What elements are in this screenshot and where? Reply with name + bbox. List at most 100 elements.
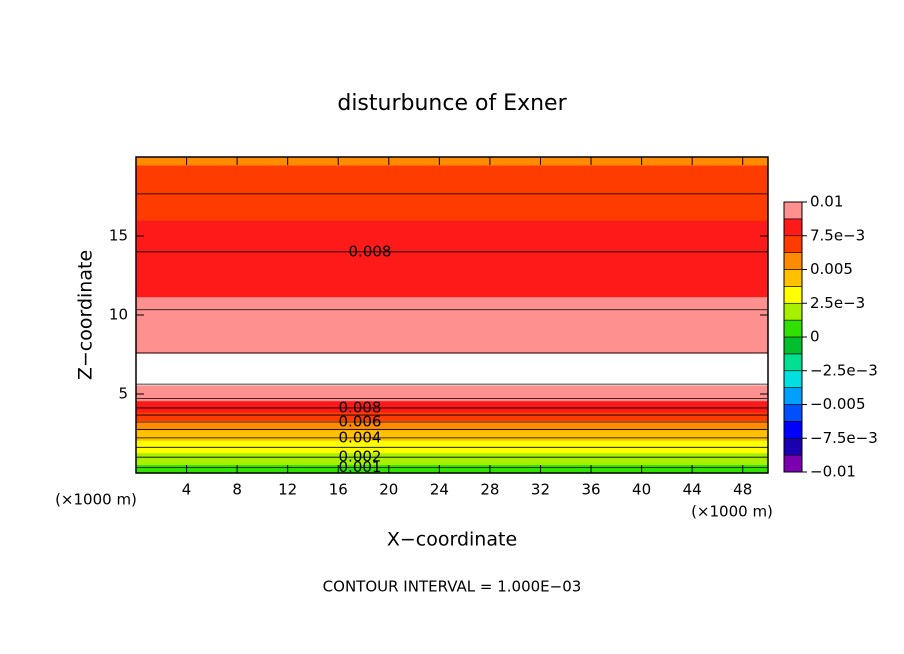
contour-fill <box>136 442 768 444</box>
contour-fill <box>136 301 768 304</box>
contour-fill <box>136 208 768 211</box>
contour-fill <box>136 253 768 256</box>
contour-label: 0.006 <box>339 413 382 431</box>
contour-fill <box>136 296 768 299</box>
contour-fill <box>136 224 768 227</box>
contour-fill <box>136 368 768 371</box>
contour-fill <box>136 447 768 449</box>
contour-fill <box>136 180 768 183</box>
contour-fill <box>136 197 768 200</box>
colorbar-tick-label: 0.005 <box>810 260 853 278</box>
contour-fill <box>136 204 768 207</box>
contour-fill <box>136 330 768 333</box>
contour-fill <box>136 245 768 248</box>
contour-fill <box>136 427 768 429</box>
contour-fill <box>136 214 768 217</box>
colorbar-box <box>783 235 803 253</box>
y-tick-label: 15 <box>109 227 128 245</box>
contour-fill <box>136 185 768 188</box>
contour-fill <box>136 447 768 450</box>
contour-fill <box>136 362 768 365</box>
contour-fill <box>136 463 768 465</box>
contour-fill <box>136 320 768 323</box>
contour-fill <box>136 367 768 370</box>
x-tick-label: 20 <box>379 481 398 499</box>
contour-fill <box>136 220 768 223</box>
contour-fill <box>136 461 768 463</box>
contour-fill <box>136 337 768 340</box>
contour-fill <box>136 388 768 391</box>
contour-fill <box>136 317 768 320</box>
contour-fill <box>136 196 768 199</box>
contour-fill <box>136 464 768 466</box>
contour-fill <box>136 457 768 460</box>
contour-fill <box>136 465 768 468</box>
contour-fill <box>136 359 768 362</box>
contour-fill <box>136 401 768 404</box>
contour-fill <box>136 411 768 414</box>
contour-fill <box>136 366 768 369</box>
contour-fill <box>136 212 768 215</box>
contour-fill <box>136 429 768 431</box>
contour-fill <box>136 399 768 402</box>
contour-fill <box>136 350 768 353</box>
x-tick-label: 16 <box>329 481 348 499</box>
contour-fill <box>136 255 768 258</box>
contour-fill <box>136 160 768 163</box>
contour-fill <box>136 467 768 469</box>
contour-fill <box>136 338 768 341</box>
contour-fill <box>136 424 768 427</box>
contour-fill <box>136 228 768 231</box>
contour-fill <box>136 283 768 286</box>
contour-fill <box>136 459 768 462</box>
x-unit: (×1000 m) <box>691 503 773 521</box>
contour-fill <box>136 249 768 252</box>
contour-fill <box>136 254 768 257</box>
colorbar-box <box>783 437 803 456</box>
contour-fill <box>136 412 768 414</box>
contour-fill <box>136 201 768 204</box>
contour-fill <box>136 264 768 267</box>
contour-fill <box>136 459 768 461</box>
contour-fill <box>136 386 768 389</box>
contour-fill <box>136 300 768 303</box>
y-unit: (×1000 m) <box>55 491 137 509</box>
contour-fill <box>136 440 768 442</box>
contour-fill <box>136 318 768 321</box>
contour-fill <box>136 261 768 263</box>
contour-fill <box>136 471 768 473</box>
contour-fill <box>136 382 768 385</box>
colorbar-box <box>783 353 803 372</box>
x-axis-title: X−coordinate <box>387 529 517 551</box>
colorbar-tick-label: 0.01 <box>810 193 843 211</box>
colorbar-box <box>783 252 803 270</box>
y-tick-label: 5 <box>118 385 128 403</box>
contour-fill <box>136 460 768 462</box>
contour-fill <box>136 432 768 434</box>
contour-fill <box>136 210 768 213</box>
colorbar-box <box>783 454 803 473</box>
contour-fill <box>136 380 768 383</box>
contour-fill <box>136 172 768 175</box>
contour-fill <box>136 311 768 313</box>
contour-fill <box>136 205 768 208</box>
contour-fill <box>136 286 768 288</box>
contour-fill <box>136 246 768 249</box>
contour-fill <box>136 170 768 173</box>
contour-fill <box>136 313 768 316</box>
contour-fill <box>136 200 768 203</box>
contour-fill <box>136 434 768 437</box>
contour-fill <box>136 390 768 392</box>
contour-fill <box>136 432 768 435</box>
contour-fill <box>136 469 768 471</box>
x-tick-label: 24 <box>430 481 449 499</box>
contour-fill <box>136 307 768 310</box>
colorbar-box <box>783 302 803 321</box>
contour-fill <box>136 441 768 443</box>
contour-fill <box>136 438 768 441</box>
contour-fill <box>136 262 768 265</box>
contour-fill <box>136 426 768 428</box>
colorbar-box <box>783 319 803 338</box>
contour-fill <box>136 450 768 452</box>
